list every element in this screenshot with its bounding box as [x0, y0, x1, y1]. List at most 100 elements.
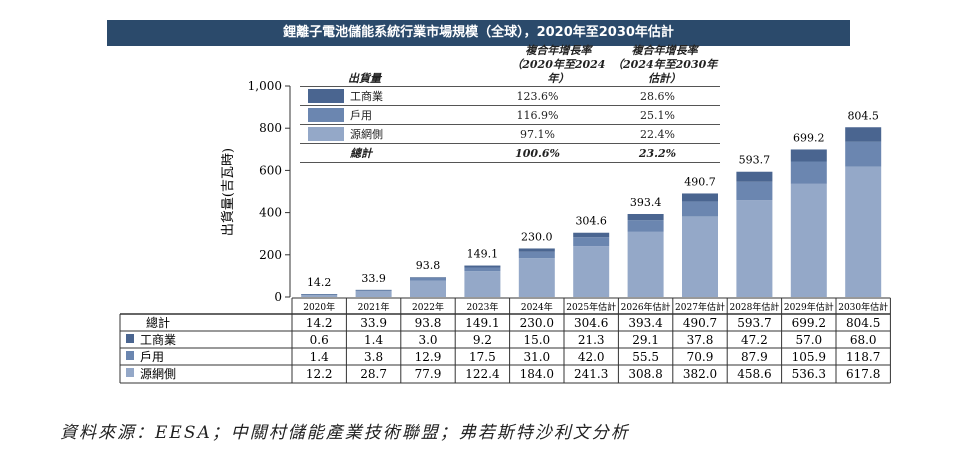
x-tick-label: 2028年估計: [729, 301, 779, 313]
bar-total-label: 699.2: [793, 131, 825, 144]
bar-segment: [845, 141, 882, 167]
cagr-2020-2024: 123.6%: [516, 89, 559, 103]
table-cell: 68.0: [850, 333, 877, 347]
y-tick-label: 200: [259, 248, 282, 262]
y-tick-label: 1,000: [248, 79, 282, 93]
legend-row: 總計 100.6% 23.2%: [300, 143, 720, 163]
table-cell: 617.8: [846, 367, 880, 381]
legend-cagr-table: 出貨量 複合年增長率 （2020年至2024年） 複合年增長率 （2024年至203…: [300, 44, 720, 163]
bar-segment: [682, 216, 718, 297]
bar-segment: [355, 290, 392, 291]
bar-segment: [301, 294, 338, 297]
bar-segment: [301, 294, 338, 295]
table-cell: 593.7: [737, 316, 771, 330]
bar-segment: [736, 181, 773, 201]
bar-segment: [682, 201, 718, 217]
bar-segment: [518, 251, 555, 259]
x-tick-label: 2029年估計: [784, 301, 834, 313]
bar-total-label: 149.1: [467, 248, 499, 261]
table-cell: 1.4: [364, 333, 383, 347]
bar-total-label: 490.7: [684, 175, 716, 188]
x-tick-label: 2023年: [466, 301, 498, 313]
table-cell: 304.6: [574, 316, 608, 330]
table-cell: 87.9: [741, 350, 768, 364]
bar-total-label: 593.7: [739, 154, 771, 167]
table-cell: 118.7: [846, 350, 880, 364]
bar-total-label: 33.9: [361, 272, 386, 285]
x-tick-label: 2030年估計: [838, 301, 888, 313]
x-tick-label: 2021年: [358, 301, 390, 313]
bar-total-label: 393.4: [630, 196, 662, 209]
table-cell: 230.0: [520, 316, 554, 330]
table-cell: 14.2: [306, 316, 333, 330]
source-note: 資料來源：EESA；中關村儲能產業技術聯盟；弗若斯特沙利文分析: [60, 423, 630, 443]
bar-segment: [573, 246, 610, 297]
x-tick-label: 2025年估計: [566, 301, 616, 313]
table-row-label: 工商業: [140, 332, 176, 347]
table-cell: 31.0: [523, 350, 550, 364]
y-tick-label: 800: [259, 121, 282, 135]
bar-segment: [464, 271, 501, 297]
legend-label: 戶用: [350, 109, 372, 122]
cagr-header-1b: （2020年至2024年）: [511, 58, 606, 85]
table-cell: 47.2: [741, 333, 768, 347]
table-cell: 70.9: [687, 350, 714, 364]
cagr-header-2a: 複合年增長率: [631, 44, 698, 57]
y-tick-label: 600: [259, 163, 282, 177]
table-cell: 0.6: [310, 333, 329, 347]
bar-segment: [573, 237, 610, 247]
table-cell: 382.0: [683, 367, 717, 381]
legend-swatch: [308, 89, 344, 103]
bar-segment: [518, 248, 555, 252]
bar-segment: [627, 231, 664, 297]
bar-segment: [410, 277, 446, 278]
bar-total-label: 304.6: [575, 215, 607, 228]
bar-segment: [464, 267, 501, 272]
table-cell: 393.4: [628, 316, 663, 330]
table-cell: 3.8: [364, 350, 383, 364]
y-tick-label: 400: [259, 206, 282, 220]
cagr-2020-2024: 100.6%: [515, 146, 560, 160]
bar-segment: [682, 193, 718, 202]
bar-segment: [410, 280, 446, 297]
legend-label: 源網側: [350, 128, 383, 141]
bar-segment: [355, 290, 392, 297]
legend-swatch: [308, 127, 344, 141]
legend-label: 工商業: [350, 90, 383, 103]
table-cell: 55.5: [632, 350, 659, 364]
table-cell: 3.0: [418, 333, 437, 347]
legend-label: 總計: [350, 147, 372, 160]
cagr-2020-2024: 116.9%: [516, 108, 559, 122]
table-cell: 699.2: [792, 316, 826, 330]
table-row-label: 源網側: [140, 367, 176, 381]
x-tick-label: 2027年估計: [675, 301, 725, 313]
x-tick-label: 2022年: [412, 301, 444, 313]
bar-segment: [790, 149, 827, 162]
table-cell: 149.1: [465, 316, 499, 330]
bar-segment: [355, 289, 392, 291]
table-cell: 241.3: [574, 367, 608, 381]
bar-segment: [464, 265, 501, 268]
legend-row: 工商業 123.6% 28.6%: [300, 86, 720, 105]
table-cell: 9.2: [473, 333, 492, 347]
chart-title: 鋰離子電池儲能系統行業市場規模（全球），2020年至2030年估計: [107, 20, 850, 46]
bar-segment: [627, 213, 664, 221]
legend-row: 源網側 97.1% 22.4%: [300, 124, 720, 143]
legend-row: 戶用 116.9% 25.1%: [300, 105, 720, 124]
bar-segment: [790, 183, 827, 297]
table-cell: 536.3: [792, 367, 826, 381]
cagr-header-1a: 複合年增長率: [525, 44, 592, 57]
cagr-2020-2024: 97.1%: [520, 127, 555, 141]
bar-segment: [410, 277, 446, 281]
bar-segment: [627, 220, 664, 232]
table-legend-swatch: [126, 351, 134, 360]
table-cell: 93.8: [415, 316, 442, 330]
table-row-label: 總計: [146, 315, 170, 330]
table-cell: 122.4: [465, 367, 500, 381]
table-cell: 184.0: [520, 367, 554, 381]
table-row-label: 戶用: [140, 350, 164, 364]
bar-total-label: 14.2: [307, 276, 332, 289]
table-cell: 21.3: [578, 333, 605, 347]
table-cell: 458.6: [737, 367, 771, 381]
table-cell: 28.7: [360, 367, 387, 381]
